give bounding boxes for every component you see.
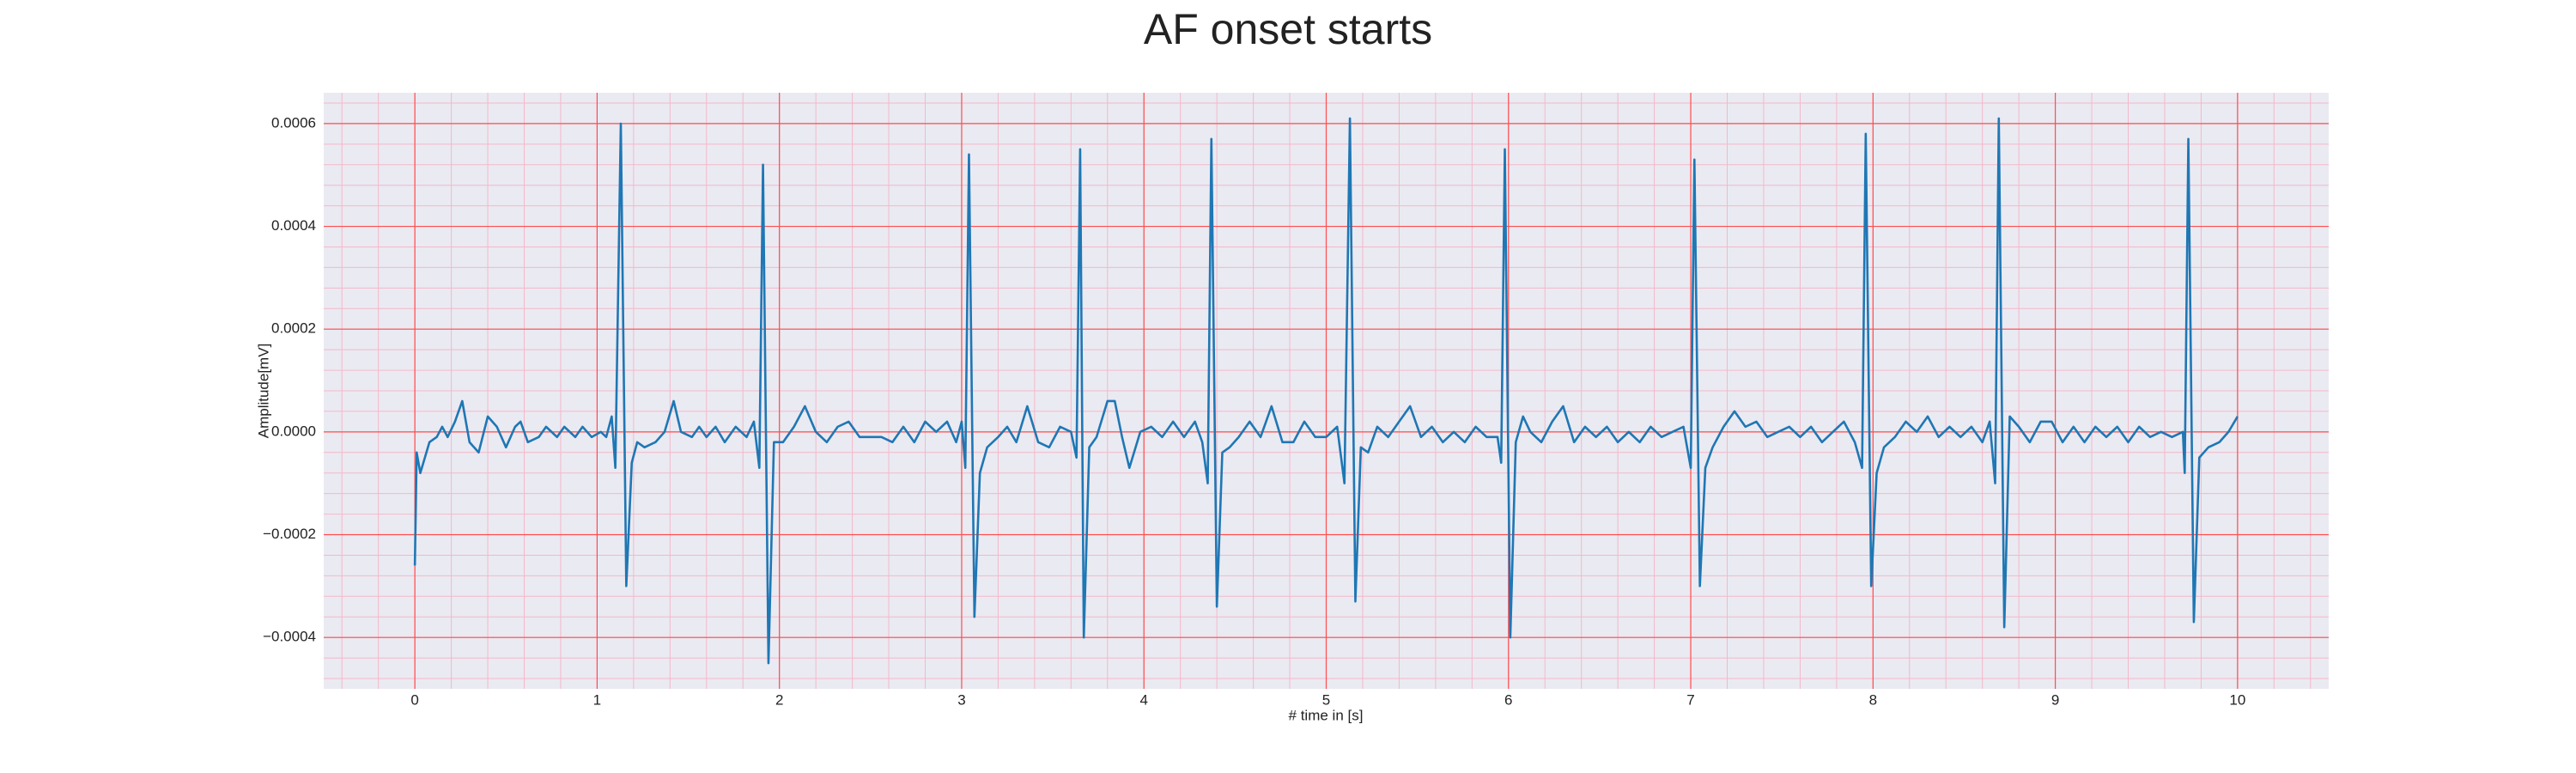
x-tick-label: 3 xyxy=(957,691,965,708)
y-tick-label: 0.0002 xyxy=(271,320,316,337)
x-tick-label: 7 xyxy=(1686,691,1694,708)
ecg-line xyxy=(413,117,2239,665)
y-tick-label: 0.0000 xyxy=(271,423,316,439)
x-tick-label: 0 xyxy=(410,691,418,708)
y-tick-label: −0.0004 xyxy=(263,629,316,645)
x-tick-label: 9 xyxy=(2051,691,2059,708)
x-tick-label: 2 xyxy=(775,691,783,708)
x-tick-label: 1 xyxy=(593,691,601,708)
y-tick-label: −0.0002 xyxy=(263,526,316,542)
y-tick-label: 0.0004 xyxy=(271,217,316,234)
x-tick-label: 4 xyxy=(1139,691,1147,708)
x-tick-label: 8 xyxy=(1869,691,1877,708)
x-tick-label: 6 xyxy=(1504,691,1512,708)
x-tick-label: 5 xyxy=(1322,691,1330,708)
x-tick-label: 10 xyxy=(2229,691,2245,708)
y-axis-label: Amplitude[mV] xyxy=(255,344,271,439)
chart-title: AF onset starts xyxy=(1144,5,1432,53)
x-axis-label: # time in [s] xyxy=(1289,707,1364,723)
y-tick-label: 0.0006 xyxy=(271,114,316,131)
